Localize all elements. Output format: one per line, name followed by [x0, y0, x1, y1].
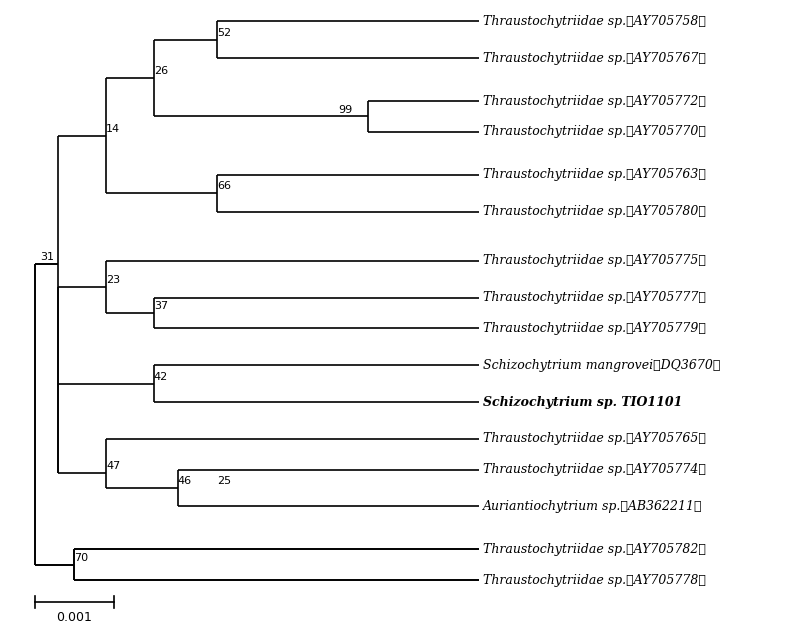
Text: 47: 47	[106, 461, 120, 471]
Text: Schizochytrium sp. TIO1101: Schizochytrium sp. TIO1101	[483, 396, 682, 409]
Text: 25: 25	[218, 476, 231, 486]
Text: 52: 52	[218, 28, 231, 38]
Text: Thraustochytriidae sp.（AY705767）: Thraustochytriidae sp.（AY705767）	[483, 51, 706, 65]
Text: Thraustochytriidae sp.（AY705775）: Thraustochytriidae sp.（AY705775）	[483, 254, 706, 268]
Text: 37: 37	[154, 301, 168, 311]
Text: 42: 42	[154, 372, 168, 382]
Text: 26: 26	[154, 66, 168, 76]
Text: 70: 70	[74, 553, 89, 563]
Text: Thraustochytriidae sp.（AY705758）: Thraustochytriidae sp.（AY705758）	[483, 14, 706, 28]
Text: 23: 23	[106, 275, 120, 285]
Text: Thraustochytriidae sp.（AY705770）: Thraustochytriidae sp.（AY705770）	[483, 125, 706, 138]
Text: Thraustochytriidae sp.（AY705772）: Thraustochytriidae sp.（AY705772）	[483, 95, 706, 107]
Text: Thraustochytriidae sp.（AY705778）: Thraustochytriidae sp.（AY705778）	[483, 574, 706, 587]
Text: 0.001: 0.001	[56, 611, 92, 624]
Text: Thraustochytriidae sp.（AY705774）: Thraustochytriidae sp.（AY705774）	[483, 463, 706, 476]
Text: Thraustochytriidae sp.（AY705779）: Thraustochytriidae sp.（AY705779）	[483, 322, 706, 335]
Text: Thraustochytriidae sp.（AY705777）: Thraustochytriidae sp.（AY705777）	[483, 291, 706, 304]
Text: Schizochytrium mangrovei（DQ3670）: Schizochytrium mangrovei（DQ3670）	[483, 359, 721, 372]
Text: 31: 31	[41, 252, 54, 262]
Text: 46: 46	[178, 476, 192, 486]
Text: Auriantiochytrium sp.（AB362211）: Auriantiochytrium sp.（AB362211）	[483, 500, 703, 513]
Text: 14: 14	[106, 124, 120, 134]
Text: Thraustochytriidae sp.（AY705782）: Thraustochytriidae sp.（AY705782）	[483, 543, 706, 556]
Text: 99: 99	[338, 105, 352, 114]
Text: 66: 66	[218, 181, 231, 192]
Text: Thraustochytriidae sp.（AY705780）: Thraustochytriidae sp.（AY705780）	[483, 205, 706, 218]
Text: Thraustochytriidae sp.（AY705765）: Thraustochytriidae sp.（AY705765）	[483, 433, 706, 445]
Text: Thraustochytriidae sp.（AY705763）: Thraustochytriidae sp.（AY705763）	[483, 168, 706, 181]
